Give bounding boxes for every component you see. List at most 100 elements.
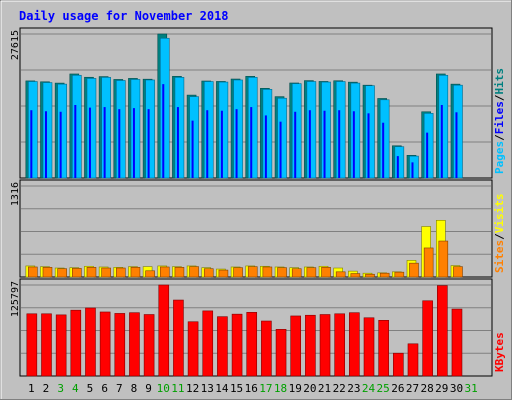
bar-sites [203, 268, 214, 278]
x-tick-label: 20 [303, 382, 316, 395]
bar-files [74, 104, 77, 178]
bar-kbytes [407, 343, 419, 377]
bar-sites [247, 266, 258, 278]
bar-files [235, 109, 238, 178]
bar-pages [233, 79, 243, 179]
bar-kbytes [378, 319, 389, 377]
y-max-label: 1316 [10, 182, 21, 206]
x-tick-label: 22 [333, 382, 346, 395]
bar-files [176, 107, 179, 178]
bar-pages [262, 89, 273, 179]
bar-files [264, 115, 267, 178]
bar-pages [394, 146, 405, 179]
x-tick-label: 2 [43, 382, 50, 395]
bar-pages [145, 79, 155, 179]
y-axis-title-part: Pages [493, 141, 506, 174]
bar-sites [218, 269, 229, 278]
y-axis-title-part: Sites [493, 240, 506, 273]
y-axis-title-part: KBytes [493, 332, 506, 372]
bar-pages [28, 81, 38, 179]
bar-pages [438, 74, 449, 179]
bar-pages [174, 77, 185, 179]
bar-files [308, 110, 311, 178]
bar-sites [453, 266, 463, 278]
y-max-label: 125797 [10, 281, 21, 317]
bar-files [352, 111, 355, 178]
x-tick-label: 30 [450, 382, 463, 395]
bar-files [338, 110, 341, 178]
bar-kbytes [334, 313, 345, 377]
bar-files [118, 109, 121, 178]
x-tick-label: 7 [116, 382, 123, 395]
bar-sites [350, 273, 361, 278]
x-tick-label: 25 [377, 382, 390, 395]
y-axis-label-kbytes: KBytes [493, 332, 506, 372]
x-tick-label: 21 [318, 382, 331, 395]
bar-files [88, 107, 91, 178]
bar-pages [115, 80, 126, 179]
y-axis-title-part: / [493, 134, 506, 141]
bar-sites [409, 262, 419, 278]
y-max-label: 27615 [10, 30, 21, 60]
bar-files [191, 120, 194, 178]
bar-files [279, 121, 282, 178]
bar-files [220, 110, 223, 178]
bar-pages [72, 74, 82, 179]
x-tick-label: 18 [274, 382, 287, 395]
bar-sites [306, 267, 317, 278]
bar-sites [379, 272, 390, 278]
bar-sites [159, 266, 170, 278]
bar-pages [453, 84, 463, 179]
x-tick-label: 16 [245, 382, 258, 395]
bar-kbytes [129, 312, 140, 377]
bar-sites [86, 267, 97, 278]
y-axis-label-visits: Sites/Visits [493, 194, 506, 274]
bar-kbytes [55, 314, 67, 377]
bar-files [294, 111, 297, 178]
x-tick-label: 17 [259, 382, 272, 395]
bar-files [132, 108, 135, 178]
x-tick-label: 4 [72, 382, 79, 395]
bar-kbytes [114, 313, 126, 377]
bar-pages [423, 113, 434, 179]
x-tick-label: 19 [289, 382, 302, 395]
bar-pages [57, 83, 67, 179]
bar-sites [57, 268, 67, 278]
bar-kbytes [143, 314, 155, 377]
x-tick-label: 5 [87, 382, 94, 395]
bar-kbytes [231, 313, 243, 377]
bar-kbytes [451, 308, 463, 377]
bars [25, 33, 463, 377]
bar-pages [86, 78, 97, 179]
bar-kbytes [26, 313, 38, 377]
bar-files [206, 110, 209, 178]
bar-kbytes [217, 316, 228, 377]
y-axis-title: Pages/Files/Hits [493, 68, 506, 174]
bar-pages [379, 99, 390, 179]
bar-pages [321, 81, 331, 179]
x-tick-label: 11 [171, 382, 184, 395]
bar-kbytes [246, 312, 258, 377]
y-axis-title-part: / [493, 94, 506, 101]
bar-files [250, 107, 253, 178]
plot-area-visits [19, 179, 493, 278]
bar-sites [28, 266, 38, 278]
y-axis-title-part: / [493, 233, 506, 240]
x-tick-label: 3 [57, 382, 64, 395]
bar-files [103, 107, 106, 178]
bar-pages [203, 81, 214, 179]
bar-sites [262, 266, 273, 278]
bar-files [59, 111, 62, 178]
bar-sites [321, 267, 331, 278]
bar-files [323, 110, 326, 178]
bar-files [367, 113, 370, 178]
bar-pages [335, 81, 346, 179]
x-tick-label: 29 [435, 382, 448, 395]
bar-sites [115, 267, 126, 278]
bar-kbytes [70, 309, 82, 377]
bar-pages [101, 77, 111, 179]
bar-sites [42, 267, 53, 278]
bar-files [147, 109, 150, 178]
bar-pages [42, 82, 53, 179]
